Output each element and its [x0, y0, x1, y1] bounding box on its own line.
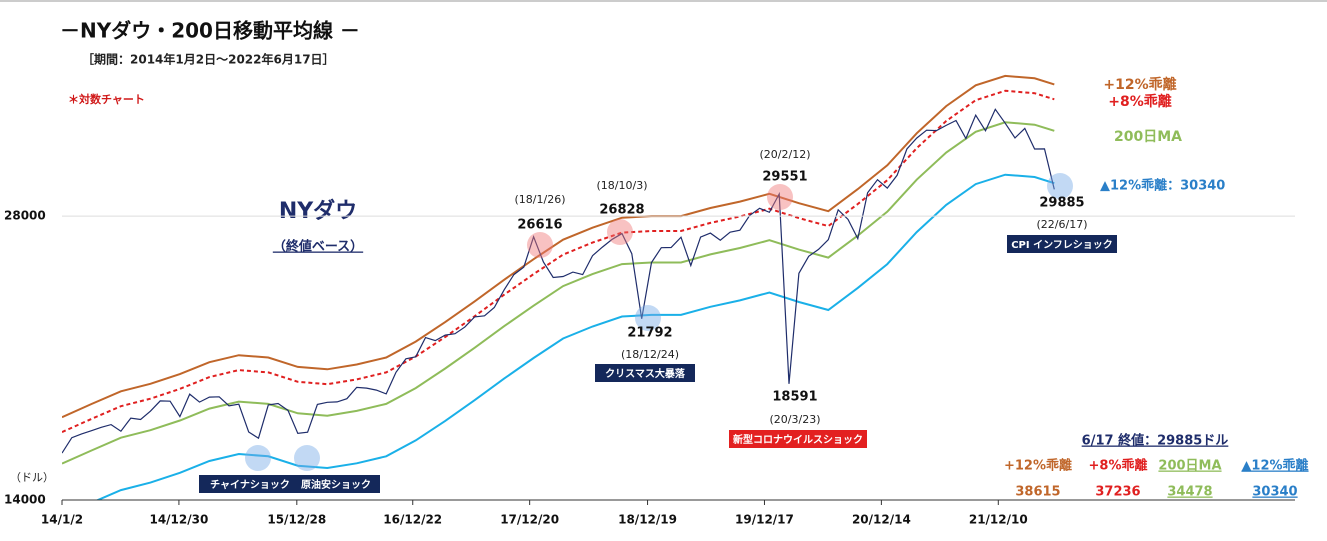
- event-label: チャイナショック: [210, 479, 290, 491]
- highlight-circle: [607, 219, 633, 245]
- x-tick-label: 18/12/19: [618, 513, 677, 527]
- event-box: [729, 430, 867, 448]
- band-line: [62, 89, 1055, 434]
- x-tick-label: 14/12/30: [149, 513, 208, 527]
- callout-value: 18591: [772, 390, 817, 405]
- event-label: 原油安ショック: [301, 478, 371, 491]
- note: ＊対数チャート: [68, 92, 145, 106]
- event-label: CPI インフレショック: [1011, 239, 1113, 251]
- event-box: [595, 364, 695, 382]
- x-tick-label: 14/1/2: [41, 513, 83, 527]
- callout-value: 26616: [517, 218, 562, 233]
- event-box: [1007, 235, 1117, 253]
- y-tick-label: 28000: [4, 209, 46, 223]
- highlight-circle: [1047, 173, 1073, 199]
- right-label: +12%乖離: [1103, 76, 1176, 93]
- highlight-circle: [635, 305, 661, 331]
- event-box: [199, 475, 301, 493]
- event-box: [292, 475, 380, 493]
- band-line: [62, 121, 1055, 465]
- highlight-circle: [294, 445, 320, 471]
- x-tick-label: 15/12/28: [267, 513, 326, 527]
- summary-header: ▲12%乖離: [1241, 458, 1308, 474]
- callout-value: 26828: [599, 203, 644, 218]
- event-label: クリスマス大暴落: [605, 367, 686, 380]
- y-tick-label: 14000: [4, 493, 46, 507]
- x-tick-label: 21/12/10: [969, 513, 1028, 527]
- callout-date: (18/10/3): [597, 179, 648, 192]
- right-label: ▲12%乖離：30340: [1100, 178, 1225, 194]
- callout-date: (18/1/26): [515, 193, 566, 206]
- band-line: [95, 173, 1055, 500]
- chart-title: －NYダウ・200日移動平均線 －: [60, 19, 360, 43]
- x-tick-label: 16/12/22: [383, 513, 442, 527]
- callout-date: (18/12/24): [621, 348, 679, 361]
- x-tick-label: 19/12/17: [735, 513, 794, 527]
- summary-header: +12%乖離: [1004, 458, 1072, 474]
- main-sublabel: （終値ベース）: [273, 239, 363, 255]
- right-label: +8%乖離: [1108, 93, 1172, 110]
- y-unit: （ドル）: [10, 471, 54, 484]
- callout-value: 29885: [1039, 196, 1084, 211]
- x-tick-label: 20/12/14: [852, 513, 911, 527]
- summary-title: 6/17 終値：29885ドル: [1082, 433, 1229, 449]
- callout-date: (20/2/12): [760, 148, 811, 161]
- summary-header: 200日MA: [1158, 459, 1221, 474]
- summary-value: 38615: [1015, 485, 1060, 500]
- main-label: NYダウ: [279, 198, 357, 224]
- summary-header: +8%乖離: [1089, 458, 1148, 474]
- right-label: 200日MA: [1114, 129, 1182, 145]
- callout-date: (20/3/23): [770, 413, 821, 426]
- summary-value: 34478: [1167, 485, 1212, 500]
- summary-value: 37236: [1095, 485, 1140, 500]
- highlight-circle: [527, 232, 553, 258]
- callout-value: 21792: [627, 326, 672, 341]
- band-line: [62, 74, 1055, 419]
- highlight-circle: [767, 184, 793, 210]
- dow-line: [62, 108, 1055, 454]
- callout-value: 29551: [762, 170, 807, 185]
- subtitle: ［期間：2014年1月2日～2022年6月17日］: [82, 52, 335, 67]
- summary-value: 30340: [1252, 485, 1297, 500]
- highlight-circle: [245, 445, 271, 471]
- plot-area: [62, 74, 1055, 500]
- x-tick-label: 17/12/20: [500, 513, 559, 527]
- callout-date: (22/6/17): [1037, 218, 1088, 231]
- event-label: 新型コロナウイルスショック: [733, 433, 863, 446]
